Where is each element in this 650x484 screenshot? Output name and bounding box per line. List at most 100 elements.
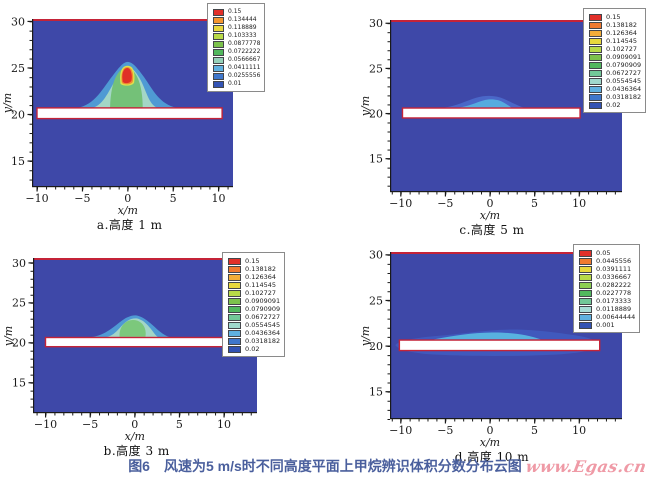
subplot-title: b.高度 3 m: [103, 444, 170, 458]
legend-swatch: [228, 297, 241, 305]
x-tick-label: −5: [74, 192, 90, 205]
legend-value: 0.0554545: [606, 77, 642, 85]
x-tick-label: 5: [531, 424, 538, 437]
legend-swatch: [213, 56, 224, 64]
legend-swatch: [213, 72, 224, 80]
legend-swatch: [213, 64, 224, 72]
plume-contours: [443, 95, 524, 108]
legend-entry: 0.02: [589, 101, 641, 109]
legend-swatch: [213, 8, 224, 16]
x-tick-label: 10: [211, 192, 225, 205]
legend-entry: 0.0672727: [589, 69, 641, 77]
legend-entry: 0.0411111: [213, 64, 260, 72]
y-axis-label: y/m: [2, 325, 15, 346]
legend-swatch: [589, 21, 602, 29]
legend-swatch: [228, 305, 241, 313]
plot-canvas-b: −10 −5 0 5 10 30 25 20 15: [12, 257, 257, 431]
legend-entry: 0.0909091: [228, 297, 280, 305]
legend-entry: 0.02: [228, 345, 280, 353]
legend-value: 0.0909091: [606, 53, 642, 61]
legend-value: 0.0391111: [596, 265, 632, 273]
x-tick-label: 0: [486, 424, 493, 437]
legend-entry: 0.05: [579, 249, 635, 257]
legend-entry: 0.103333: [213, 32, 260, 40]
legend-value: 0.102727: [606, 45, 638, 53]
legend-swatch: [579, 281, 592, 289]
legend-value: 0.134444: [228, 16, 257, 23]
legend-swatch: [213, 48, 224, 56]
legend-value: 0.02: [606, 101, 621, 109]
legend-entry: 0.0790909: [589, 61, 641, 69]
legend-swatch: [228, 345, 241, 353]
legend-entry: 0.0318182: [589, 93, 641, 101]
subplot-c-height-5m: −10 −5 0 5 10 30 25 20 15 y/m x/m c.高度 5 m 0.15 0…: [325, 0, 650, 242]
plot-area-a: −10 −5 0 5 10 30 25 20 15: [0, 0, 325, 242]
x-tick-label: 10: [217, 418, 231, 431]
legend-value: 0.138182: [245, 265, 277, 273]
y-tick-label: 15: [12, 377, 26, 390]
obstacle-bar: [398, 339, 601, 352]
y-tick-label: 25: [369, 62, 383, 75]
legend-entry: 0.138182: [228, 265, 280, 273]
colorbar-legend: 0.15 0.138182 0.126364 0.114545 0.102727 0.09…: [222, 252, 286, 357]
legend-value: 0.0566667: [228, 56, 261, 63]
colorbar-legend: 0.15 0.134444 0.118889 0.103333 0.0877778 0.0…: [207, 3, 266, 92]
subplot-title: a.高度 1 m: [96, 218, 163, 232]
y-tick-label: 30: [11, 15, 25, 28]
y-tick-label: 15: [369, 386, 383, 399]
legend-swatch: [589, 45, 602, 53]
y-tick-label: 30: [12, 257, 26, 270]
y-axis-label: y/m: [359, 325, 372, 346]
legend-value: 0.0790909: [245, 305, 281, 313]
subplot-a-height-1m: −10 −5 0 5 10 30 25 20 15 y/m x/m a.高度 1 m 0.15 0…: [0, 0, 325, 242]
legend-entry: 0.0118889: [579, 305, 635, 313]
y-tick-label: 20: [369, 107, 383, 120]
x-axis-label: x/m: [479, 209, 501, 222]
subplot-title: c.高度 5 m: [459, 223, 525, 237]
legend-swatch: [213, 24, 224, 32]
legend-swatch: [579, 321, 592, 329]
legend-entry: 0.126364: [589, 29, 641, 37]
legend-swatch: [589, 53, 602, 61]
legend-entry: 0.0722222: [213, 48, 260, 56]
legend-entry: 0.138182: [589, 21, 641, 29]
obstacle-bar: [36, 107, 223, 120]
legend-value: 0.15: [606, 13, 621, 21]
legend-value: 0.0318182: [606, 93, 642, 101]
legend-swatch: [579, 297, 592, 305]
legend-swatch: [228, 257, 241, 265]
legend-entry: 0.0227778: [579, 289, 635, 297]
legend-value: 0.0173333: [596, 297, 632, 305]
y-tick-label: 30: [369, 249, 383, 262]
x-tick-label: 0: [124, 192, 131, 205]
x-tick-label: −5: [437, 197, 453, 210]
legend-entry: 0.0336667: [579, 273, 635, 281]
legend-value: 0.138182: [606, 21, 638, 29]
legend-entry: 0.0391111: [579, 265, 635, 273]
legend-entry: 0.00644444: [579, 313, 635, 321]
y-tick-label: 15: [11, 155, 25, 168]
legend-entry: 0.126364: [228, 273, 280, 281]
legend-entry: 0.01: [213, 80, 260, 88]
legend-swatch: [228, 289, 241, 297]
legend-value: 0.0336667: [596, 273, 632, 281]
x-tick-label: −10: [25, 192, 48, 205]
x-tick-label: 0: [486, 197, 493, 210]
legend-entry: 0.15: [213, 8, 260, 16]
x-tick-label: −5: [82, 418, 98, 431]
legend-swatch: [579, 313, 592, 321]
legend-value: 0.0672727: [606, 69, 642, 77]
x-tick-label: 5: [170, 192, 177, 205]
figure-number: 图6: [128, 458, 150, 474]
legend-value: 0.0436364: [245, 329, 281, 337]
legend-entry: 0.118889: [213, 24, 260, 32]
colorbar-legend: 0.15 0.138182 0.126364 0.114545 0.102727 0.09…: [583, 8, 647, 113]
legend-swatch: [579, 289, 592, 297]
legend-value: 0.114545: [606, 37, 638, 45]
legend-entry: 0.102727: [589, 45, 641, 53]
legend-swatch: [579, 265, 592, 273]
x-tick-label: 0: [131, 418, 138, 431]
legend-value: 0.01: [228, 80, 242, 87]
legend-swatch: [579, 273, 592, 281]
